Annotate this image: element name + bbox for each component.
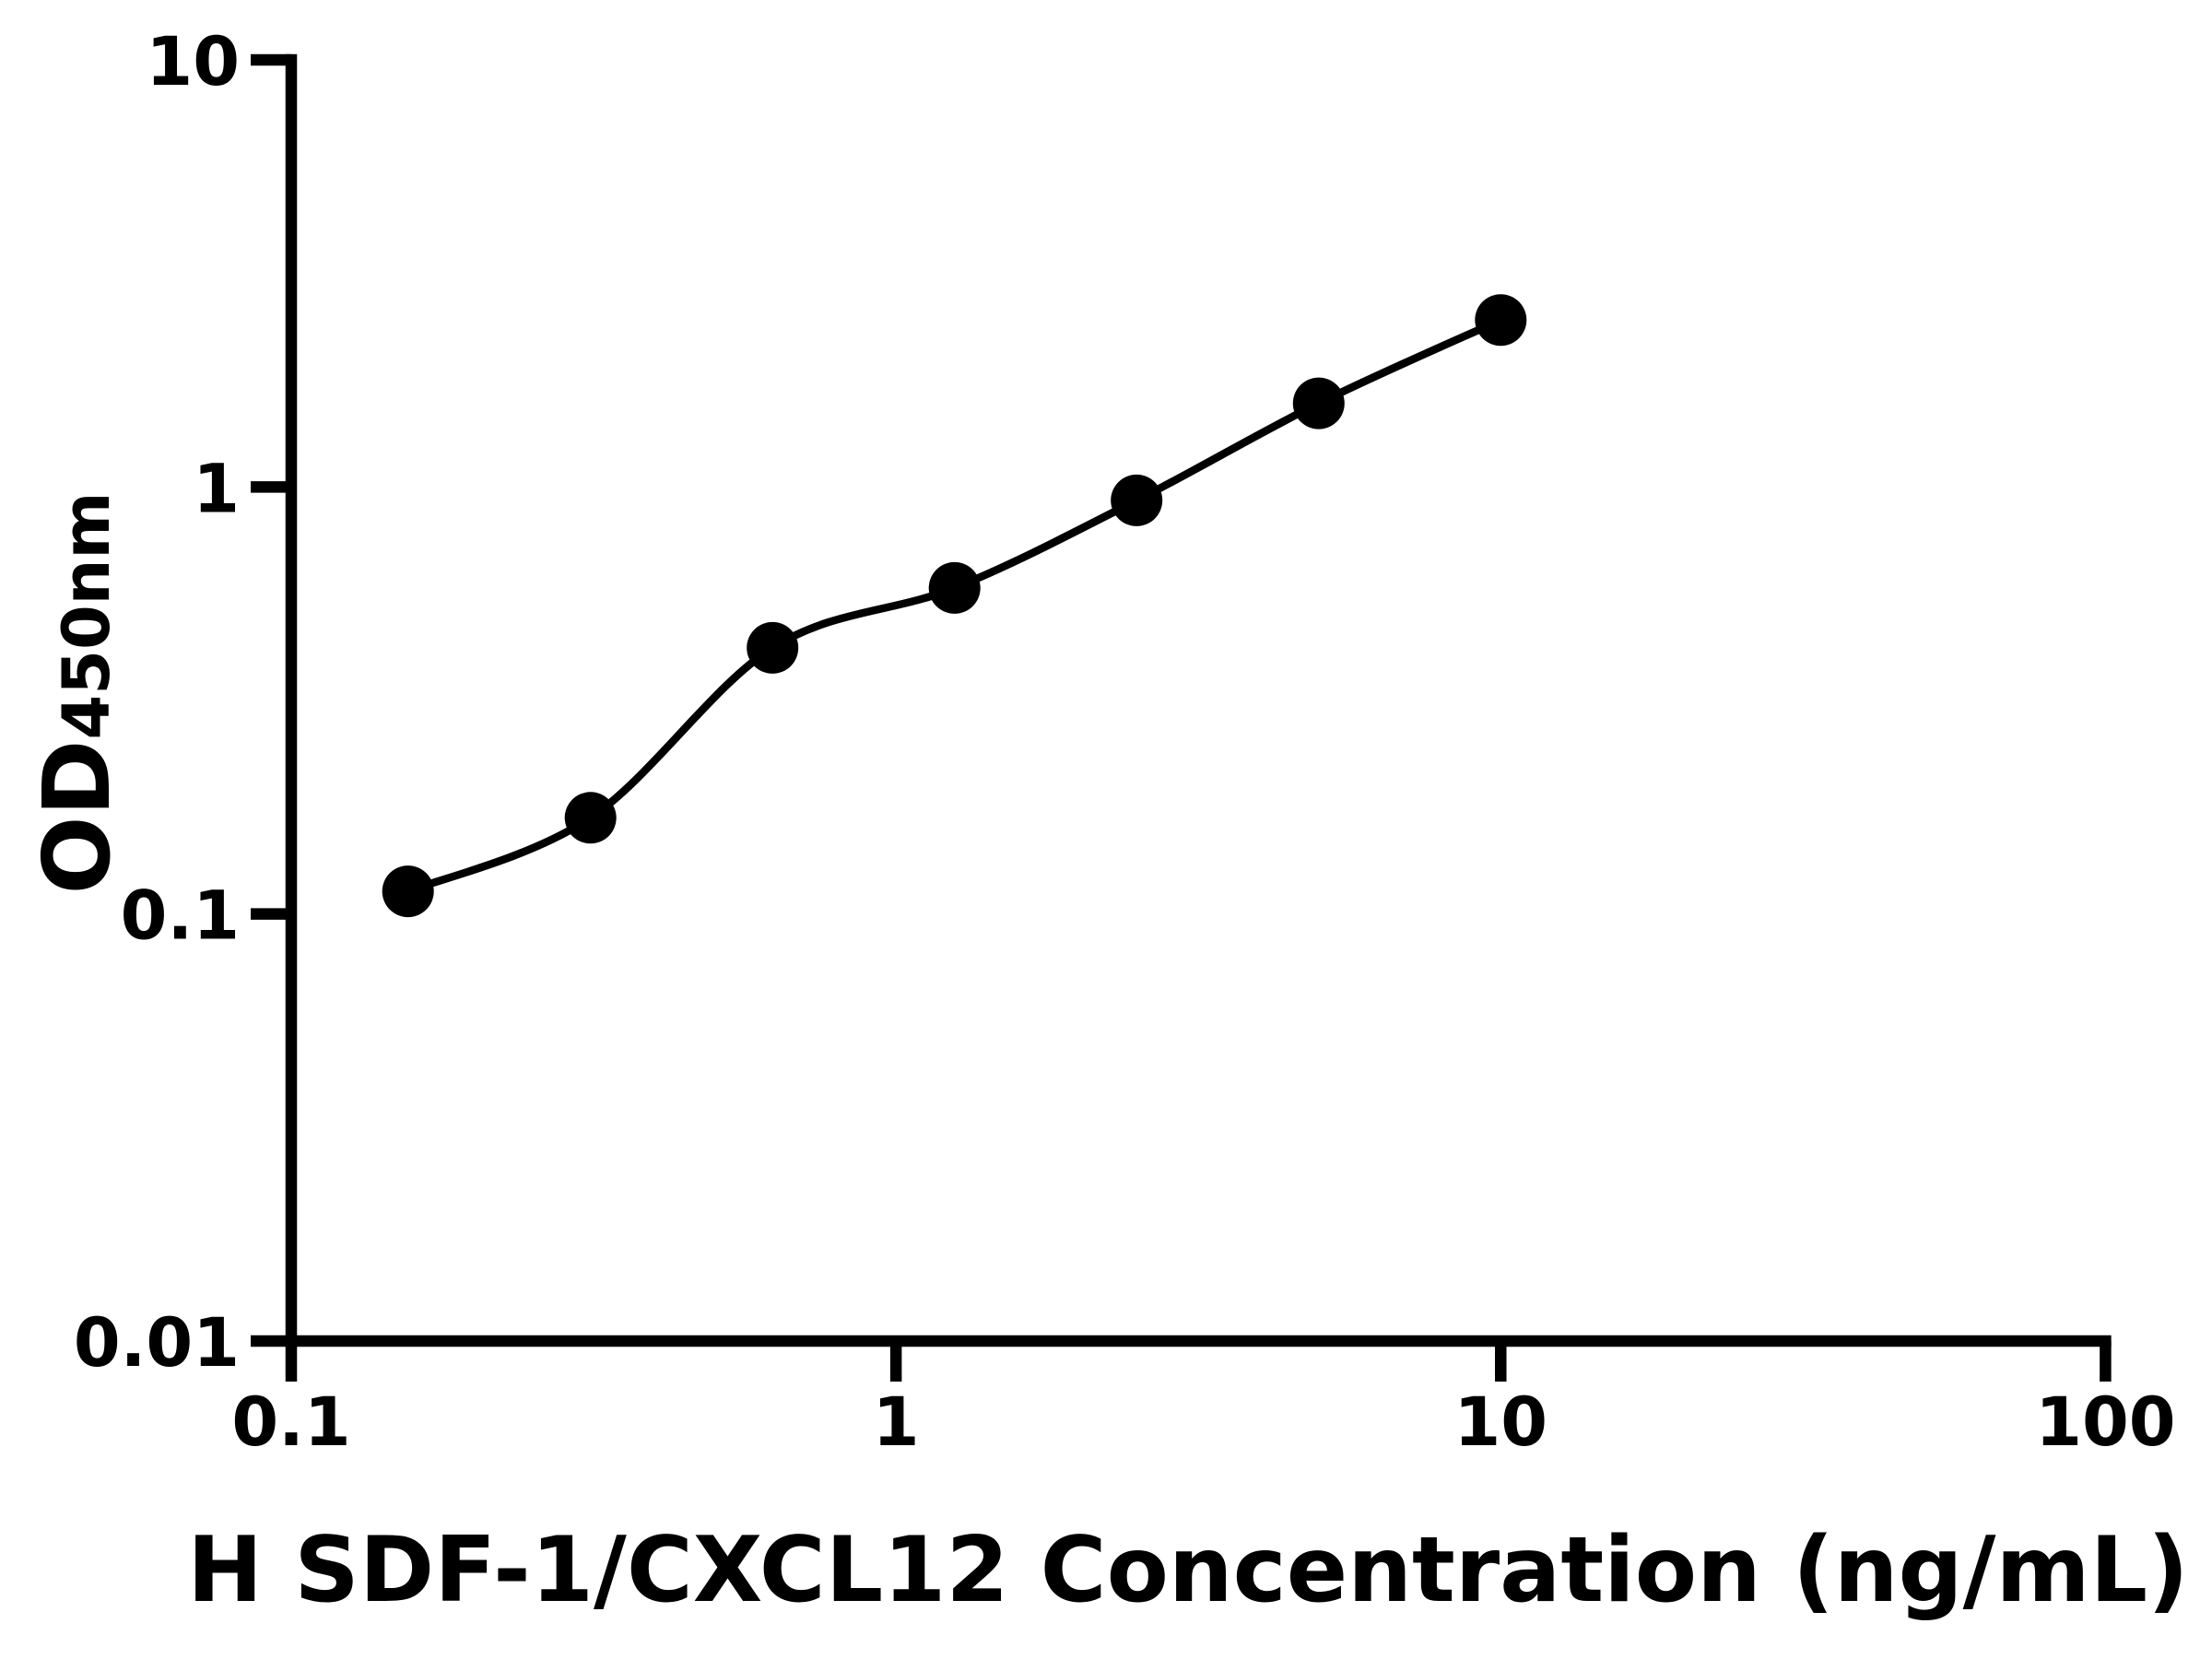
y-axis-label-sub: 450nm xyxy=(49,492,124,740)
x-axis-label: H SDF-1/CXCL12 Concentration (ng/mL) xyxy=(187,1518,2189,1623)
data-point xyxy=(928,561,981,614)
x-tick-label: 1 xyxy=(873,1383,920,1462)
data-point xyxy=(564,792,617,844)
data-point xyxy=(1292,377,1345,429)
x-tick-label: 0.1 xyxy=(231,1383,350,1462)
x-tick-label: 10 xyxy=(1453,1383,1547,1462)
data-point xyxy=(1475,294,1527,347)
y-axis-label: OD450nm xyxy=(23,492,131,895)
y-axis-label-main: OD xyxy=(23,739,131,894)
y-tick-label: 0.01 xyxy=(74,1304,240,1382)
data-point xyxy=(747,621,799,674)
y-tick-label: 0.1 xyxy=(121,877,240,956)
data-point xyxy=(1111,474,1163,526)
y-tick-label: 10 xyxy=(146,23,240,101)
y-tick-label: 1 xyxy=(193,450,240,528)
x-tick-label: 100 xyxy=(2035,1383,2175,1462)
data-point xyxy=(382,865,434,918)
